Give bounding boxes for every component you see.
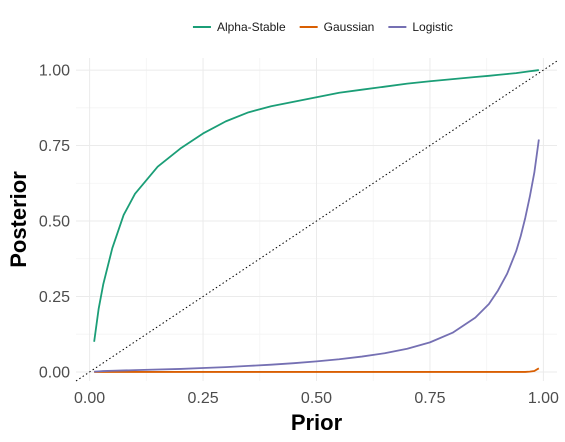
legend-label: Logistic bbox=[412, 20, 453, 34]
x-axis-title: Prior bbox=[291, 410, 343, 435]
reference-diagonal bbox=[75, 60, 558, 382]
legend: Alpha-Stable Gaussian Logistic bbox=[192, 20, 453, 34]
y-tick-label: 0.25 bbox=[39, 289, 70, 306]
series-line-alpha-stable bbox=[93, 69, 539, 342]
y-tick-label: 0.00 bbox=[39, 364, 70, 381]
series-lines bbox=[93, 69, 540, 373]
x-axis-ticks: 0.00 0.25 0.50 0.75 1.00 bbox=[74, 390, 559, 407]
y-axis-title: Posterior bbox=[6, 171, 31, 268]
x-tick-label: 0.50 bbox=[301, 390, 332, 407]
y-tick-label: 0.75 bbox=[39, 138, 70, 155]
x-tick-label: 0.00 bbox=[74, 390, 105, 407]
legend-label: Gaussian bbox=[324, 20, 375, 34]
legend-label: Alpha-Stable bbox=[217, 20, 286, 34]
reference-line bbox=[75, 60, 558, 382]
grid bbox=[76, 58, 557, 381]
y-axis-ticks: 0.00 0.25 0.50 0.75 1.00 bbox=[39, 63, 70, 382]
y-tick-label: 0.50 bbox=[39, 214, 70, 231]
x-tick-label: 0.25 bbox=[187, 390, 218, 407]
series-line-logistic bbox=[94, 139, 540, 373]
series-line-gaussian bbox=[94, 367, 540, 373]
y-tick-label: 1.00 bbox=[39, 63, 70, 80]
x-tick-label: 0.75 bbox=[414, 390, 445, 407]
x-tick-label: 1.00 bbox=[528, 390, 559, 407]
